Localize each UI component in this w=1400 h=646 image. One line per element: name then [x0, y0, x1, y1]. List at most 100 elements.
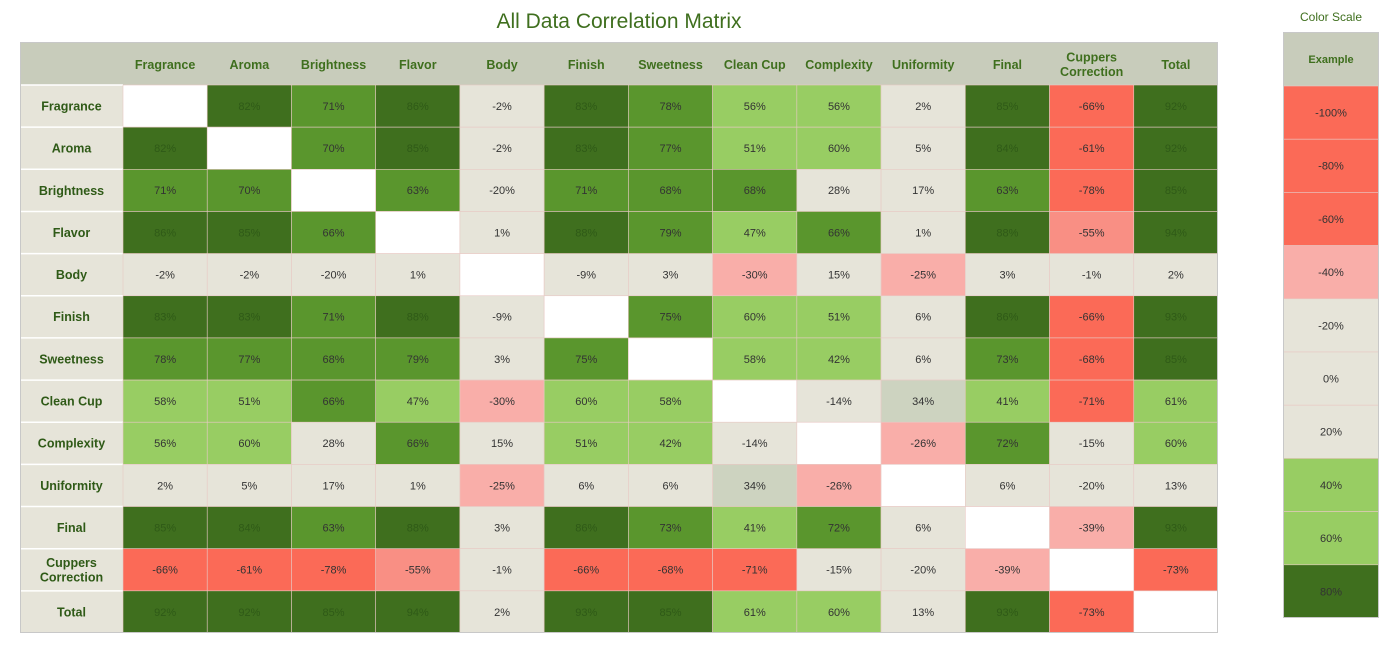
- cell-value-body-total: 2%: [1168, 270, 1184, 282]
- cell-sweetness-final: [965, 337, 1050, 381]
- cell-body-finish: [543, 253, 629, 297]
- cell-finish-finish: [543, 295, 629, 339]
- cell-value-fragrance-complexity: 56%: [828, 101, 850, 113]
- cell-value-sweetness-body: 3%: [494, 354, 510, 366]
- scale-header-background: [1283, 32, 1379, 86]
- cell-uniformity-final: [965, 464, 1050, 507]
- cell-cuppers-correction-total: [1133, 548, 1218, 592]
- cell-clean-cup-fragrance: [122, 379, 208, 423]
- cell-value-fragrance-total: 92%: [1165, 101, 1187, 113]
- cell-brightness-cuppers-correction: [1049, 169, 1135, 212]
- matrix-border: [20, 42, 1218, 633]
- cell-fragrance-body: [459, 84, 545, 128]
- cell-sweetness-sweetness: [628, 337, 713, 381]
- cell-flavor-cuppers-correction: [1049, 211, 1135, 254]
- cell-clean-cup-final: [965, 379, 1050, 423]
- cell-value-brightness-uniformity: 17%: [912, 185, 934, 197]
- cell-value-complexity-body: 15%: [491, 438, 513, 450]
- row-label-fragrance: Fragrance: [41, 99, 101, 113]
- cell-value-uniformity-finish: 6%: [578, 480, 594, 492]
- column-header-final: Final: [993, 58, 1022, 72]
- scale-label: -60%: [1318, 214, 1344, 226]
- cell-total-complexity: [796, 590, 882, 633]
- cell-value-brightness-fragrance: 71%: [154, 185, 176, 197]
- cell-total-sweetness: [628, 590, 713, 633]
- cell-value-total-sweetness: 85%: [659, 607, 681, 619]
- cell-clean-cup-cuppers-correction: [1049, 379, 1135, 423]
- scale-swatch: [1283, 85, 1379, 140]
- cell-value-clean-cup-uniformity: 34%: [912, 396, 934, 408]
- cell-value-flavor-aroma: 85%: [238, 227, 260, 239]
- cell-value-total-aroma: 92%: [238, 607, 260, 619]
- cell-uniformity-aroma: [206, 464, 292, 507]
- scale-swatch: [1283, 511, 1379, 566]
- cell-brightness-uniformity: [880, 169, 966, 212]
- cell-final-cuppers-correction: [1049, 506, 1135, 549]
- cell-flavor-clean-cup: [712, 211, 798, 254]
- cell-value-total-final: 93%: [996, 607, 1018, 619]
- cell-value-aroma-brightness: 70%: [323, 143, 345, 155]
- cell-sweetness-uniformity: [880, 337, 966, 381]
- cell-value-aroma-complexity: 60%: [828, 143, 850, 155]
- cell-body-clean-cup: [712, 253, 798, 297]
- cell-value-cuppers-correction-fragrance: -66%: [152, 565, 178, 577]
- cell-value-final-body: 3%: [494, 522, 510, 534]
- scale-label: -20%: [1318, 320, 1344, 332]
- cell-value-clean-cup-final: 41%: [996, 396, 1018, 408]
- cell-value-total-fragrance: 92%: [154, 607, 176, 619]
- cell-value-finish-total: 93%: [1165, 312, 1187, 324]
- row-label-finish: Finish: [53, 310, 90, 324]
- cell-cuppers-correction-uniformity: [880, 548, 966, 592]
- cell-aroma-total: [1133, 126, 1218, 170]
- cell-value-brightness-complexity: 28%: [828, 185, 850, 197]
- cell-value-flavor-total: 94%: [1165, 227, 1187, 239]
- cell-value-uniformity-clean-cup: 34%: [744, 480, 766, 492]
- cell-fragrance-cuppers-correction: [1049, 84, 1135, 128]
- cell-clean-cup-complexity: [796, 379, 882, 423]
- cell-clean-cup-uniformity: [880, 379, 966, 423]
- cell-value-aroma-uniformity: 5%: [915, 143, 931, 155]
- cell-value-sweetness-clean-cup: 58%: [744, 354, 766, 366]
- cell-total-brightness: [291, 590, 376, 633]
- cell-value-cuppers-correction-final: -39%: [995, 565, 1021, 577]
- cell-finish-cuppers-correction: [1049, 295, 1135, 339]
- column-header-body: Body: [486, 58, 517, 72]
- correlation-matrix: Fragrance Aroma Brightness Flavor Body Finish…: [20, 42, 1218, 633]
- cell-complexity-aroma: [206, 421, 292, 465]
- cell-complexity-uniformity: [880, 421, 966, 465]
- column-header-fragrance: Fragrance: [135, 58, 195, 72]
- cell-value-final-brightness: 63%: [323, 522, 345, 534]
- cell-value-fragrance-sweetness: 78%: [659, 101, 681, 113]
- cell-flavor-aroma: [206, 211, 292, 254]
- header-row-background: [20, 42, 1218, 85]
- cell-value-complexity-clean-cup: -14%: [742, 438, 768, 450]
- cell-sweetness-complexity: [796, 337, 882, 381]
- cell-fragrance-uniformity: [880, 84, 966, 128]
- cell-value-total-flavor: 94%: [407, 607, 429, 619]
- cell-value-cuppers-correction-clean-cup: -71%: [742, 565, 768, 577]
- cell-value-brightness-body: -20%: [489, 185, 515, 197]
- cell-value-fragrance-clean-cup: 56%: [744, 101, 766, 113]
- cell-value-complexity-fragrance: 56%: [154, 438, 176, 450]
- cell-value-final-aroma: 84%: [238, 522, 260, 534]
- cell-value-body-clean-cup: -30%: [742, 270, 768, 282]
- cell-value-uniformity-sweetness: 6%: [663, 480, 679, 492]
- cell-uniformity-flavor: [375, 464, 461, 507]
- cell-value-total-clean-cup: 61%: [744, 607, 766, 619]
- cell-value-complexity-uniformity: -26%: [910, 438, 936, 450]
- cell-final-total: [1133, 506, 1218, 549]
- cell-sweetness-aroma: [206, 337, 292, 381]
- cell-value-body-brightness: -20%: [321, 270, 347, 282]
- cell-sweetness-total: [1133, 337, 1218, 381]
- cell-cuppers-correction-flavor: [375, 548, 461, 592]
- color-scale-title: Color Scale: [1299, 10, 1363, 24]
- cell-finish-complexity: [796, 295, 882, 339]
- cell-value-final-sweetness: 73%: [659, 522, 681, 534]
- cell-value-clean-cup-finish: 60%: [575, 396, 597, 408]
- cell-sweetness-brightness: [291, 337, 376, 381]
- cell-value-clean-cup-flavor: 47%: [407, 396, 429, 408]
- cell-final-final: [965, 506, 1050, 549]
- cell-value-uniformity-body: -25%: [489, 480, 515, 492]
- cell-complexity-complexity: [796, 421, 882, 465]
- cell-value-finish-sweetness: 75%: [659, 312, 681, 324]
